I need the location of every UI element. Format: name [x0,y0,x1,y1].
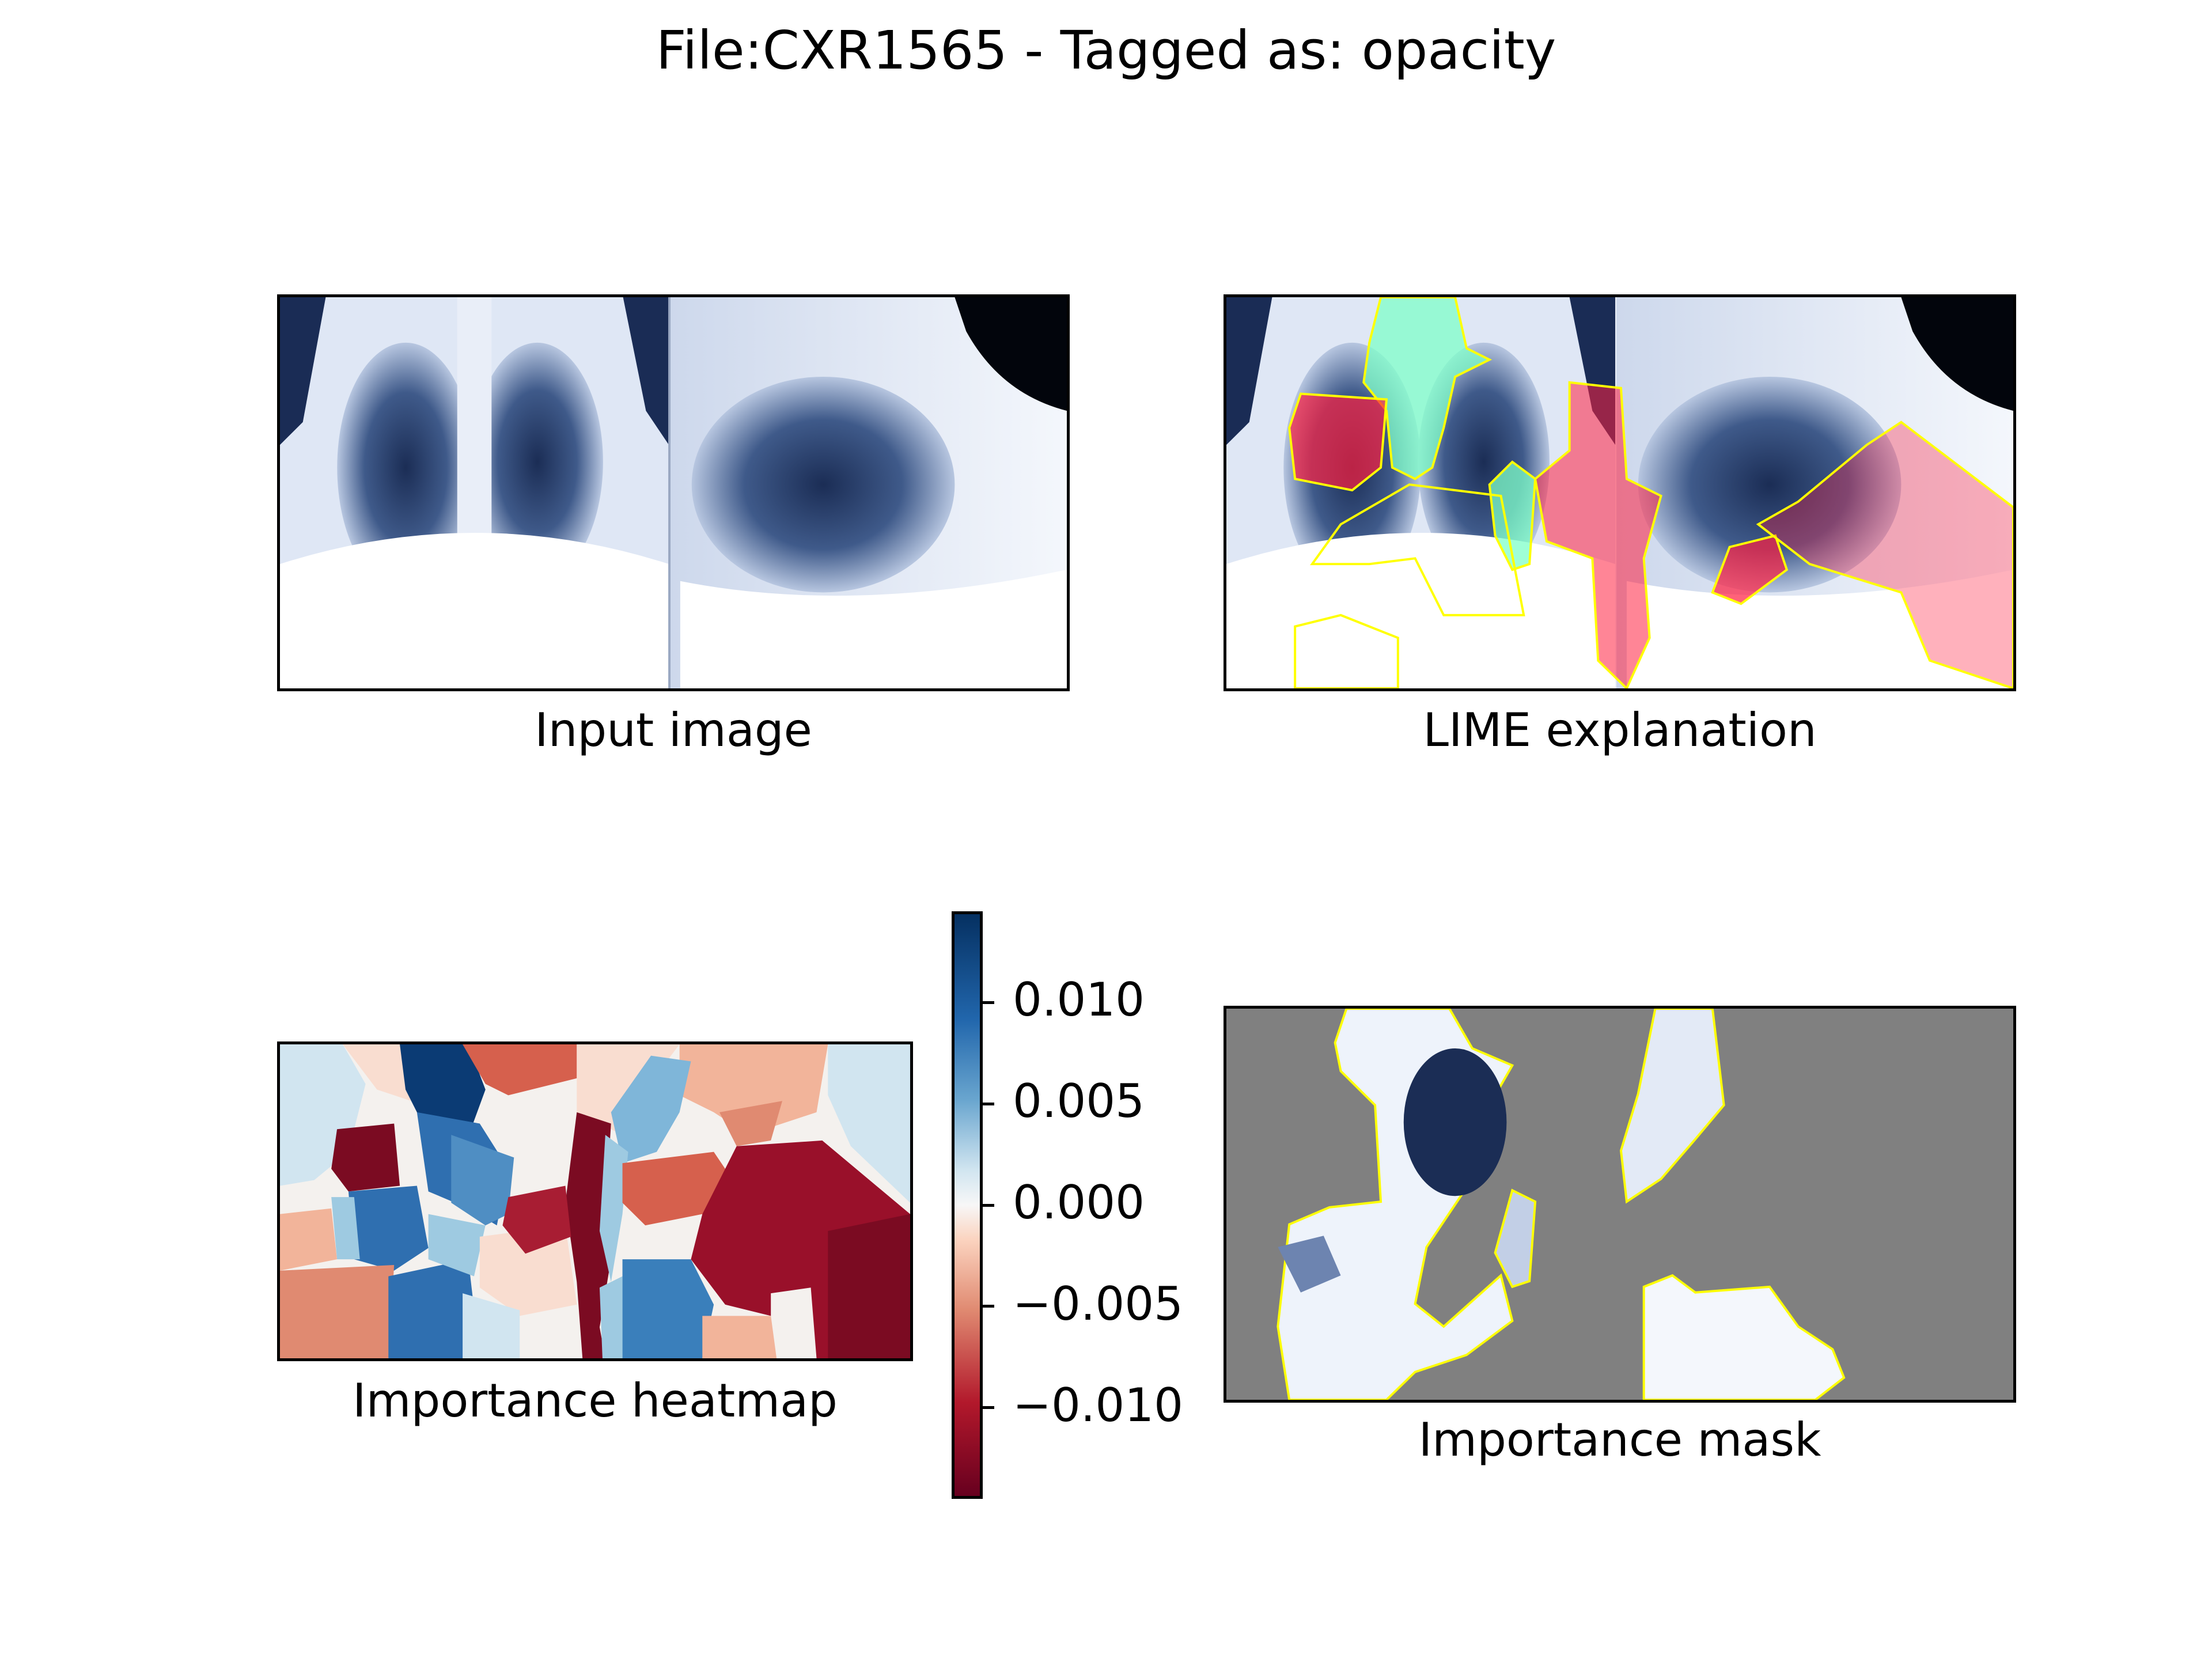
colorbar-tick [983,1001,994,1004]
colorbar-tick-label: 0.010 [1013,973,1145,1027]
lime-explanation-panel [1224,294,2016,691]
colorbar [952,911,983,1499]
importance-mask-caption: Importance mask [1418,1413,1821,1467]
colorbar-tick [983,1102,994,1105]
importance-heatmap-panel [277,1041,913,1361]
importance-heatmap-caption: Importance heatmap [353,1374,838,1427]
colorbar-tick-label: 0.005 [1013,1074,1145,1128]
colorbar-tick [983,1305,994,1308]
importance-mask-panel [1224,1006,2016,1403]
lime-overlay-image [1226,297,2013,688]
importance-heatmap [280,1044,910,1358]
colorbar-tick [983,1406,994,1410]
colorbar-tick-label: −0.005 [1013,1277,1184,1331]
colorbar-tick-label: 0.000 [1013,1176,1145,1229]
colorbar-tick [983,1203,994,1207]
input-image-panel [277,294,1070,691]
importance-mask-image [1226,1009,2013,1400]
chest-xray-image [280,297,1067,688]
colorbar-tick-label: −0.010 [1013,1378,1184,1432]
lime-explanation-caption: LIME explanation [1423,703,1817,757]
figure-title: File:CXR1565 - Tagged as: opacity [656,20,1556,81]
input-image-caption: Input image [535,703,812,757]
